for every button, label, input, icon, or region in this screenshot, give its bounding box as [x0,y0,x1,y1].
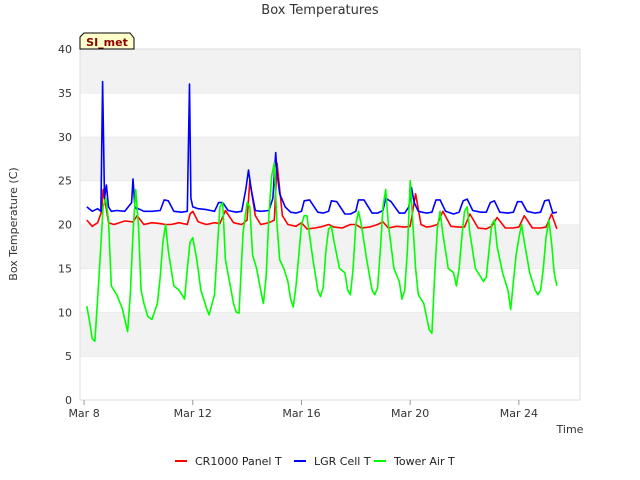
y-axis: 0 5 10 15 20 25 30 35 40 [58,43,72,407]
y-tick-label: 15 [58,262,72,275]
x-axis-label: Time [556,423,584,436]
y-tick-label: 35 [58,87,72,100]
x-axis: Mar 8 Mar 12 Mar 16 Mar 20 Mar 24 [68,400,538,420]
grid-band [80,136,580,181]
y-tick-label: 5 [65,350,72,363]
y-tick-label: 25 [58,175,72,188]
series-line-tower-air-t [86,162,558,343]
y-tick-label: 40 [58,43,72,56]
x-tick-label: Mar 12 [174,407,212,420]
grid-band [80,268,580,313]
y-tick-label: 20 [58,219,72,232]
x-tick-label: Mar 16 [282,407,320,420]
site-badge: SI_met [79,32,135,50]
series-line-lgr-cell-t [86,80,558,215]
grid-band [80,92,580,137]
grid-band [80,312,580,357]
grid-band [80,180,580,225]
legend-label: LGR Cell T [314,455,371,468]
x-tick-label: Mar 20 [391,407,429,420]
site-badge-box [79,32,135,50]
y-tick-label: 10 [58,306,72,319]
grid-band [80,49,580,93]
y-axis-label: Box Temperature (C) [7,167,20,280]
series-line-cr1000-panel-t [86,162,558,230]
grid-band [80,356,580,400]
chart-title: Box Temperatures [261,3,379,18]
site-badge-label: SI_met [86,36,128,49]
legend-label: Tower Air T [393,455,455,468]
y-tick-label: 30 [58,131,72,144]
x-tick-label: Mar 8 [68,407,99,420]
x-tick-label: Mar 24 [500,407,538,420]
series-lines [86,80,558,343]
y-tick-label: 0 [65,394,72,407]
legend-label: CR1000 Panel T [195,455,282,468]
grid-band [80,224,580,269]
legend: CR1000 Panel T LGR Cell T Tower Air T [175,455,455,468]
plot-frame [79,48,581,401]
